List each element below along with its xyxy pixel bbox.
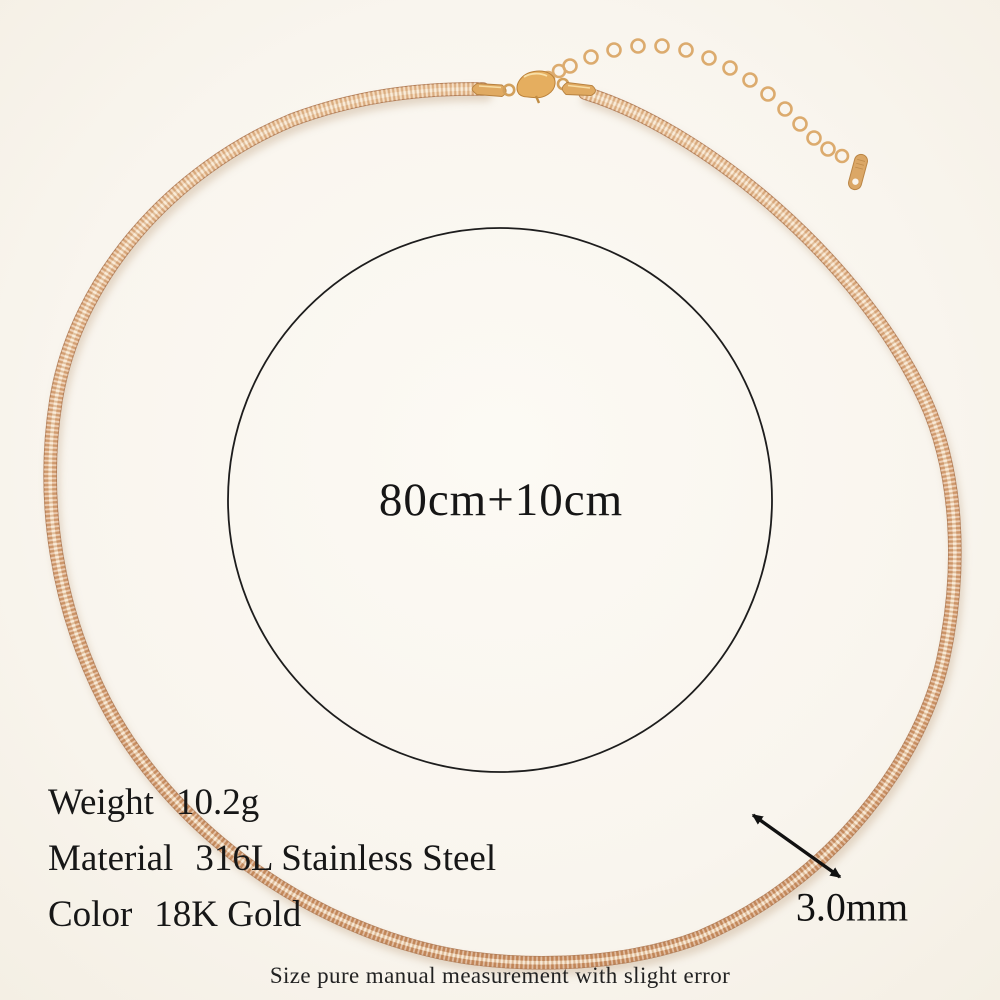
spec-value-material: 316L Stainless Steel xyxy=(195,838,497,879)
spec-row-weight: Weight 10.2g xyxy=(48,780,496,825)
product-specs: Weight 10.2g Material 316L Stainless Ste… xyxy=(48,780,496,937)
measurement-disclaimer: Size pure manual measurement with slight… xyxy=(269,963,731,988)
jump-ring-left xyxy=(502,83,516,97)
necklace-chain xyxy=(43,82,965,976)
chain-coil-texture-dark xyxy=(43,82,962,970)
extension-chain xyxy=(540,38,850,164)
spec-label-material: Material xyxy=(48,838,174,879)
chain-highlight xyxy=(48,87,957,965)
spec-row-color: Color 18K Gold xyxy=(48,892,496,937)
chain-end-cap-left xyxy=(471,83,507,97)
chain-coil-texture-light xyxy=(43,82,962,970)
spec-label-color: Color xyxy=(48,894,133,935)
lobster-clasp xyxy=(516,70,556,104)
thickness-label: 3.0mm xyxy=(795,884,909,930)
spec-value-color: 18K Gold xyxy=(154,894,302,935)
size-label: 80cm+10cm xyxy=(378,474,624,526)
extension-tag xyxy=(848,153,868,191)
thickness-arrow-icon xyxy=(751,813,842,879)
size-guide-circle xyxy=(227,227,773,773)
spec-label-weight: Weight xyxy=(48,782,154,823)
spec-row-material: Material 316L Stainless Steel xyxy=(48,836,496,881)
chain-end-cap-right xyxy=(561,82,596,96)
spec-value-weight: 10.2g xyxy=(175,782,260,823)
